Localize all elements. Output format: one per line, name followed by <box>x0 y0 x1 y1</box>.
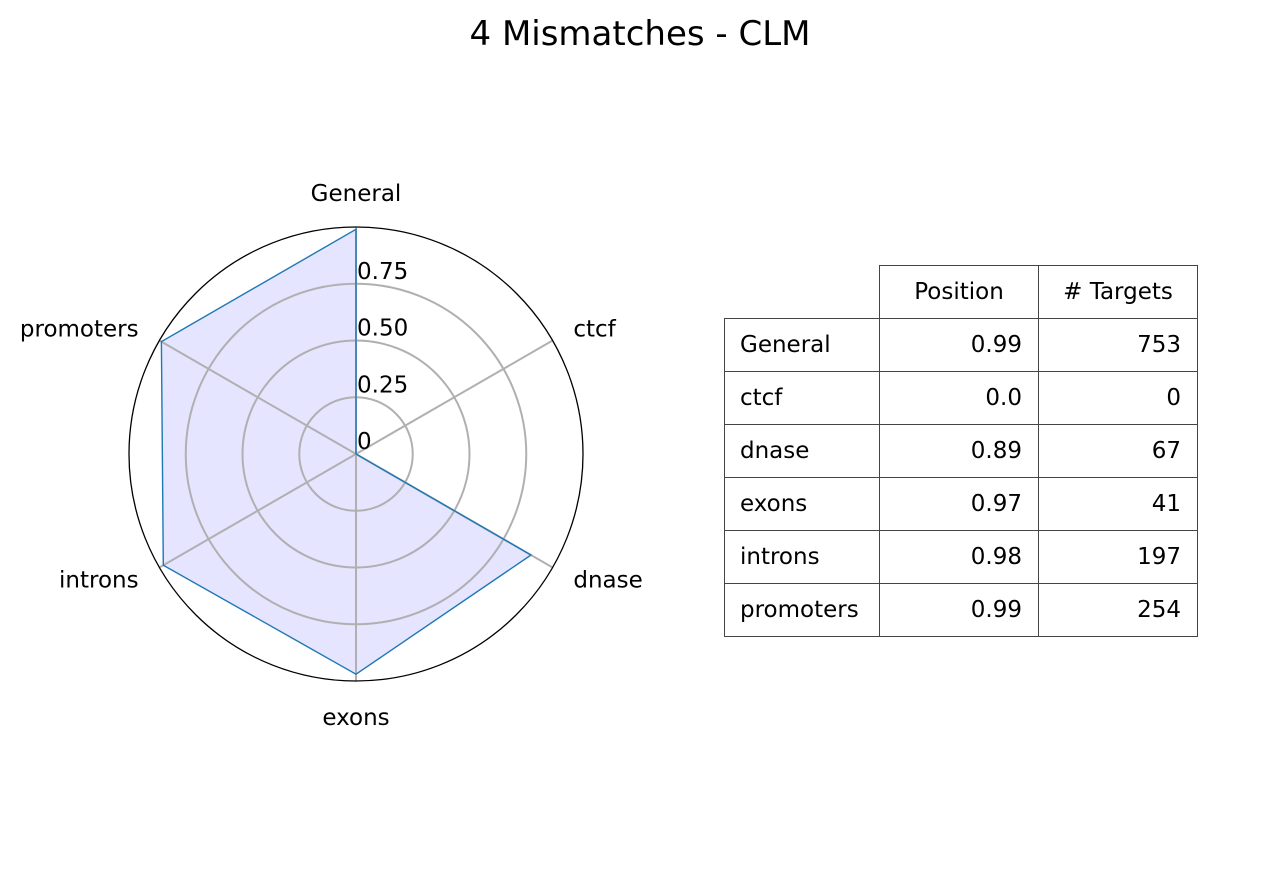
radar-outline <box>128 226 584 682</box>
table-row: promoters 0.99 254 <box>724 583 1198 637</box>
stats-table: Position # Targets General 0.99 753 ctcf… <box>724 265 1198 637</box>
targets-cell: 753 <box>1038 318 1198 372</box>
row-label: dnase <box>724 424 880 478</box>
table-row: dnase 0.89 67 <box>724 424 1198 478</box>
radial-tick-label: 0.25 <box>357 372 408 398</box>
position-cell: 0.0 <box>879 371 1039 425</box>
row-label: promoters <box>724 583 880 637</box>
angular-gridline <box>158 453 357 569</box>
category-label: General <box>311 181 402 207</box>
row-label: General <box>724 318 880 372</box>
angular-gridline <box>158 339 357 455</box>
table-row: introns 0.98 197 <box>724 530 1198 584</box>
targets-cell: 197 <box>1038 530 1198 584</box>
series-area <box>161 229 531 675</box>
category-label: introns <box>59 568 139 594</box>
table-corner-cell <box>724 265 880 319</box>
position-cell: 0.89 <box>879 424 1039 478</box>
position-cell: 0.97 <box>879 477 1039 531</box>
position-cell: 0.98 <box>879 530 1039 584</box>
targets-cell: 41 <box>1038 477 1198 531</box>
chart-title: 4 Mismatches - CLM <box>469 14 811 54</box>
column-header-targets: # Targets <box>1038 265 1198 319</box>
radial-tick-label: 0 <box>357 429 372 455</box>
targets-cell: 254 <box>1038 583 1198 637</box>
radial-tick-label: 0.75 <box>357 259 408 285</box>
position-cell: 0.99 <box>879 318 1039 372</box>
row-label: ctcf <box>724 371 880 425</box>
category-label: dnase <box>573 568 642 594</box>
row-label: exons <box>724 477 880 531</box>
angular-gridline <box>355 339 554 455</box>
category-label: promoters <box>20 317 139 343</box>
series-line <box>160 228 533 676</box>
category-label: exons <box>322 705 389 731</box>
radial-tick-label: 0.50 <box>357 316 408 342</box>
targets-cell: 0 <box>1038 371 1198 425</box>
category-label: ctcf <box>573 317 616 343</box>
targets-cell: 67 <box>1038 424 1198 478</box>
position-cell: 0.99 <box>879 583 1039 637</box>
row-label: introns <box>724 530 880 584</box>
table-row: ctcf 0.0 0 <box>724 371 1198 425</box>
table-row: General 0.99 753 <box>724 318 1198 372</box>
column-header-position: Position <box>879 265 1039 319</box>
table-header-row: Position # Targets <box>724 265 1198 319</box>
radar-chart: 0 0.25 0.50 0.75 General ctcf dnase exons intron… <box>20 181 643 731</box>
table-row: exons 0.97 41 <box>724 477 1198 531</box>
